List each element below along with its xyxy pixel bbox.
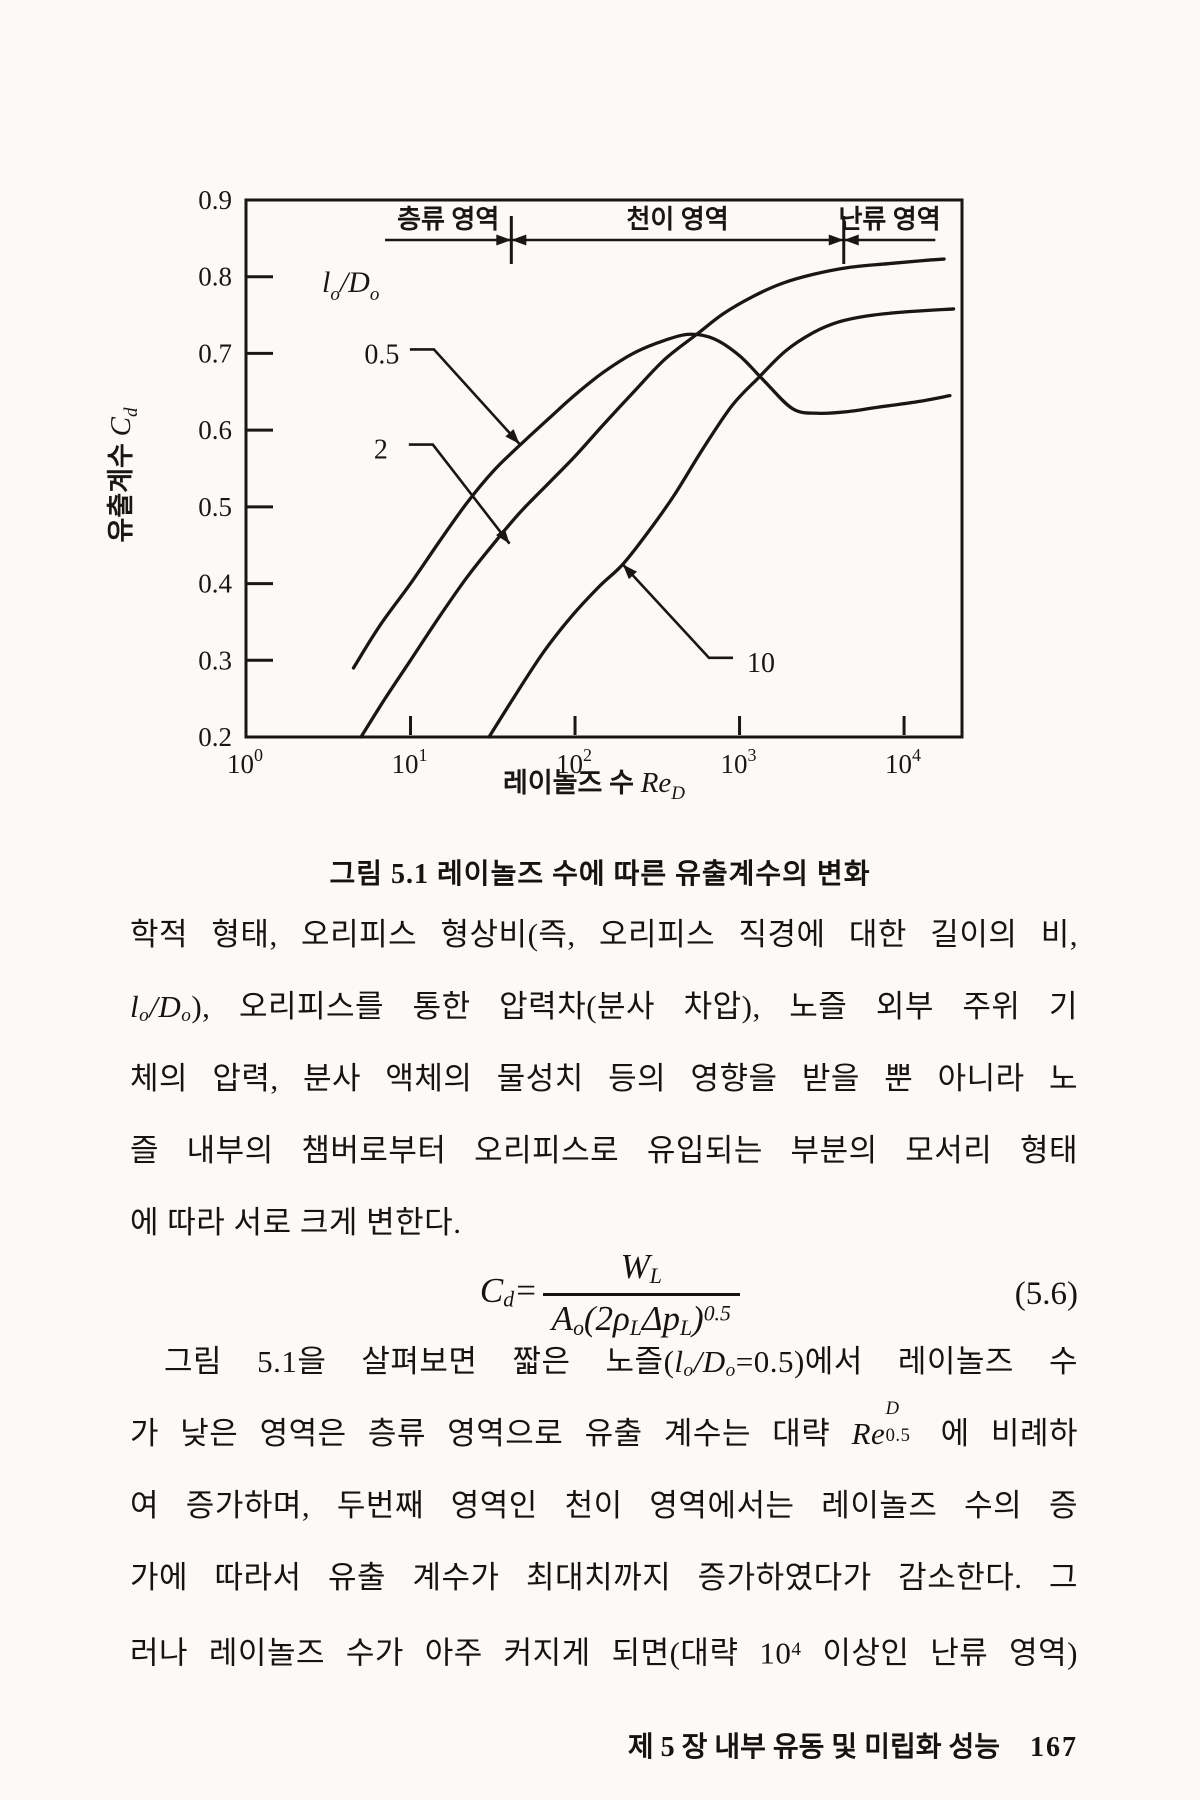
body-text-line: 에 따라 서로 크게 변한다. (130, 1205, 462, 1240)
paragraph-2: 그림 5.1을 살펴보면 짧은 노즐(lo/Do=0.5)에서 레이놀즈 수 가… (130, 1326, 1078, 1686)
body-text-line: 여 증가하며, 두번째 영역인 천이 영역에서는 레이놀즈 수의 증 (130, 1488, 1078, 1523)
page-number: 167 (1030, 1732, 1078, 1763)
curve-lo-do-2 (359, 257, 946, 739)
body-text-line: 학적 형태, 오리피스 형상비(즉, 오리피스 직경에 대한 길이의 비, (130, 917, 1078, 952)
y-axis-label: 유출계수 Cd (105, 407, 142, 542)
flow-region-label: 층류 영역 (397, 205, 499, 234)
body-text-segment: 이상인 난류 영역) (801, 1635, 1078, 1671)
equation-body: Cd= WL Ao(2ρLΔpL)0.5 (480, 1247, 745, 1341)
body-text-segment: ), 오리피스를 통한 압력차(분사 차압), 노즐 외부 주위 기 (191, 989, 1078, 1024)
body-text-line: 즐 내부의 챔버로부터 오리피스로 유입되는 부분의 모서리 형태 (130, 1133, 1078, 1168)
figure-5-1: 0.9 0.8 0.7 0.6 0.5 0.4 0.3 0.2 100 101 102 103 104 층… (100, 140, 1020, 820)
flow-region-label: 천이 영역 (626, 205, 728, 234)
body-text-segment: 러나 레이놀즈 수가 아주 커지게 되면(대략 10 (130, 1635, 792, 1671)
x-tick-label: 100 (227, 745, 263, 779)
equation-fraction: WL Ao(2ρLΔpL)0.5 (542, 1247, 740, 1341)
y-tick-label: 0.4 (198, 569, 232, 599)
curve-leader-line (408, 443, 511, 545)
y-tick-label: 0.2 (198, 722, 232, 752)
y-tick-label: 0.5 (198, 492, 232, 522)
superscript-exponent: 4 (791, 1639, 802, 1660)
flow-region-label: 난류 영역 (838, 205, 940, 234)
equation-number-area: (5.6) (745, 1276, 1078, 1313)
curve-lo-do-0.5 (351, 332, 952, 670)
x-tick-label: 102 (556, 745, 592, 779)
region-arrow-left-icon (843, 234, 859, 246)
curve-leader-arrow-icon (622, 564, 637, 580)
body-text-line: 체의 압력, 분사 액체의 물성치 등의 영향을 받을 뿐 아니라 노 (130, 1061, 1078, 1096)
body-text-segment: =0.5)에서 레이놀즈 수 (735, 1344, 1078, 1379)
curve-leader-arrow-icon (496, 528, 510, 544)
legend-title-lo-over-do: lo/Do (322, 266, 379, 305)
body-text-line: 그림 5.1을 살펴보면 짧은 노즐(lo/Do=0.5)에서 레이놀즈 수 (130, 1326, 1078, 1398)
y-tick-label: 0.7 (198, 338, 232, 368)
region-arrow-right-icon (496, 234, 512, 246)
x-tick-label: 101 (392, 745, 428, 779)
region-arrow-right-icon (828, 234, 844, 246)
reynolds-sup-sub: 0.5 D (885, 1398, 911, 1446)
curve-leader-line (409, 348, 521, 445)
body-text-segment: 그림 5.1을 살펴보면 짧은 노즐( (164, 1344, 675, 1379)
chapter-title: 제 5 장 내부 유동 및 미립화 성능 (627, 1732, 1000, 1763)
body-text-segment: 가 낮은 영역은 층류 영역으로 유출 계수는 대략 (130, 1416, 852, 1451)
page-footer: 제 5 장 내부 유동 및 미립화 성능 167 (130, 1722, 1078, 1774)
figure-caption: 그림 5.1 레이놀즈 수에 따른 유출계수의 변화 (329, 859, 871, 890)
body-text-segment: 에 비례하 (919, 1416, 1078, 1451)
equation-number: (5.6) (1014, 1275, 1078, 1312)
body-text-line: 러나 레이놀즈 수가 아주 커지게 되면(대략 104 이상인 난류 영역) (130, 1614, 1078, 1686)
paragraph-1: 학적 형태, 오리피스 형상비(즉, 오리피스 직경에 대한 길이의 비, lo… (130, 899, 1078, 1259)
region-arrow-left-icon (511, 234, 527, 246)
x-axis-label: 레이놀즈 수 ReD (503, 767, 685, 804)
x-tick-label: 104 (885, 745, 921, 779)
body-text-line: lo/Do), 오리피스를 통한 압력차(분사 차압), 노즐 외부 주위 기 (130, 971, 1078, 1043)
reynolds-symbol: Re (851, 1416, 886, 1451)
y-tick-label: 0.9 (198, 185, 232, 215)
curve-leader-arrow-icon (505, 429, 520, 444)
x-tick-label: 103 (721, 745, 757, 779)
curve-leader-line (621, 563, 733, 660)
y-tick-label: 0.6 (198, 415, 232, 445)
equation-5-6: Cd= WL Ao(2ρLΔpL)0.5 (5.6) (130, 1238, 1078, 1350)
curve-value-label: 10 (747, 648, 775, 679)
body-text-line: 가 낮은 영역은 층류 영역으로 유출 계수는 대략 Re 0.5 D 에 비례하 (130, 1398, 1078, 1470)
plot-frame (244, 198, 964, 739)
lodo-formula: lo/Do (674, 1344, 736, 1382)
y-tick-label: 0.3 (198, 645, 232, 675)
curve-value-label: 0.5 (364, 339, 399, 370)
curve-lo-do-10 (487, 307, 956, 739)
body-text-line: 가에 따라서 유출 계수가 최대치까지 증가하였다가 감소한다. 그 (130, 1560, 1078, 1595)
y-tick-label: 0.8 (198, 262, 232, 292)
curve-value-label: 2 (374, 435, 388, 466)
lodo-formula: lo/Do (130, 989, 192, 1027)
